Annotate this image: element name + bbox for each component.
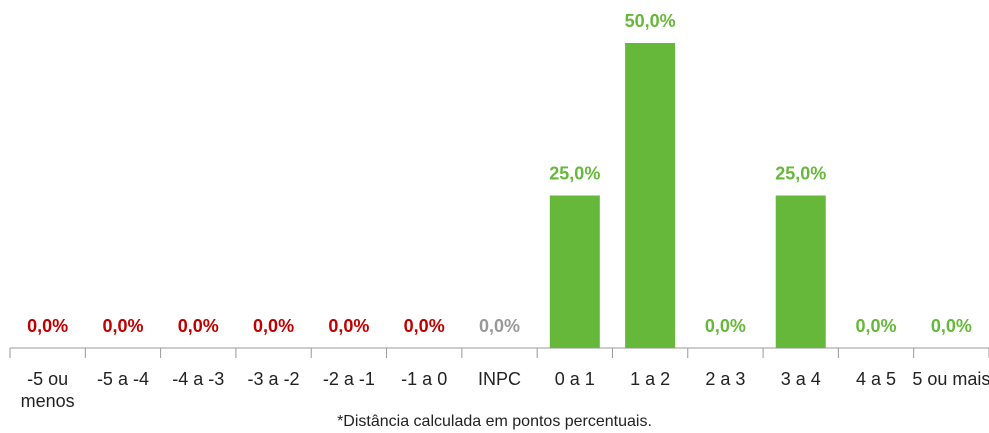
x-tick-label: 5 ou mais — [912, 369, 989, 389]
value-label: 0,0% — [931, 316, 972, 336]
x-tick-label: 0 a 1 — [554, 369, 595, 389]
x-tick-label: INPC — [477, 369, 521, 389]
x-tick-label: -4 a -3 — [172, 369, 225, 389]
bar — [625, 43, 676, 348]
x-tick-label: -5 ou menos — [20, 369, 75, 411]
value-label: 0,0% — [328, 316, 369, 336]
x-tick-label: 1 a 2 — [630, 369, 671, 389]
value-label: 0,0% — [705, 316, 746, 336]
x-tick-label: 2 a 3 — [705, 369, 746, 389]
x-tick-label: -2 a -1 — [322, 369, 375, 389]
x-tick-label: -5 a -4 — [96, 369, 149, 389]
footnote: *Distância calculada em pontos percentua… — [337, 413, 652, 430]
x-tick-label: -1 a 0 — [401, 369, 448, 389]
x-tick-label: -3 a -2 — [247, 369, 300, 389]
value-label: 50,0% — [625, 11, 676, 31]
value-label: 0,0% — [253, 316, 294, 336]
value-label: 0,0% — [856, 316, 897, 336]
bar — [775, 195, 826, 348]
x-tick-label: 3 a 4 — [780, 369, 821, 389]
value-label: 25,0% — [549, 164, 600, 184]
value-label: 0,0% — [178, 316, 219, 336]
value-label: 0,0% — [404, 316, 445, 336]
value-label: 25,0% — [775, 164, 826, 184]
value-label: 0,0% — [102, 316, 143, 336]
bar — [549, 195, 600, 348]
x-tick-label: 4 a 5 — [856, 369, 897, 389]
value-label: 0,0% — [479, 316, 520, 336]
value-label: 0,0% — [27, 316, 68, 336]
